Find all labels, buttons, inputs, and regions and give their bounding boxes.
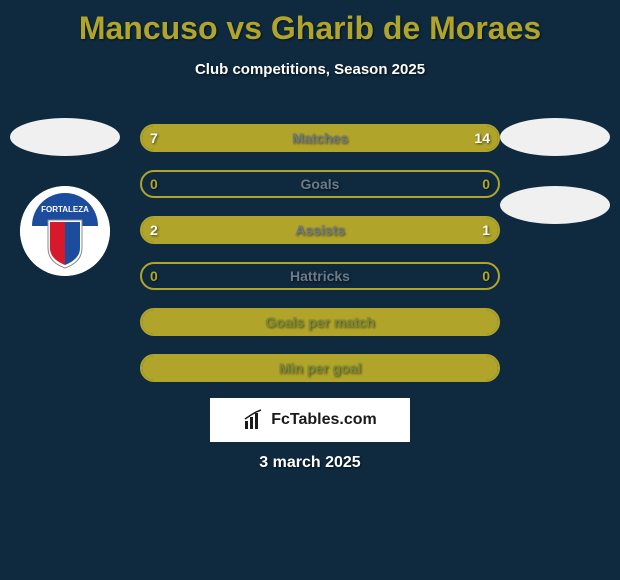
branding-icon <box>243 409 265 431</box>
stat-value-left: 0 <box>150 268 158 284</box>
stat-row-goals: Goals0 0 <box>140 170 500 198</box>
stat-row-min-per-goal: Min per goal <box>140 354 500 382</box>
bar-fill-right <box>377 218 498 242</box>
stat-row-matches: Matches714 <box>140 124 500 152</box>
stat-label: Goals <box>142 176 498 192</box>
footer-date: 3 march 2025 <box>0 454 620 472</box>
branding-text: FcTables.com <box>271 411 377 429</box>
stat-row-goals-per-match: Goals per match <box>140 308 500 336</box>
bar-fill-right <box>249 126 498 150</box>
fortaleza-badge-svg: FORTALEZA <box>20 186 110 276</box>
stat-value-left: 0 <box>150 176 158 192</box>
player-photo-placeholder <box>500 118 610 156</box>
stat-row-assists: Assists21 <box>140 216 500 244</box>
stat-label: Hattricks <box>142 268 498 284</box>
stat-row-hattricks: Hattricks0 0 <box>140 262 500 290</box>
right-player-column <box>500 118 610 224</box>
stat-value-right: 0 <box>482 176 490 192</box>
bar-fill-left <box>142 218 377 242</box>
comparison-bars: Matches714Goals00Assists21Hattricks00Goa… <box>140 124 500 382</box>
player-photo-placeholder <box>10 118 120 156</box>
bar-fill-left <box>142 126 249 150</box>
page-title: Mancuso vs Gharib de Moraes <box>0 0 620 47</box>
branding-box: FcTables.com <box>210 398 410 442</box>
page-subtitle: Club competitions, Season 2025 <box>0 61 620 78</box>
club-badge-fortaleza: FORTALEZA <box>20 186 110 276</box>
club-badge-placeholder <box>500 186 610 224</box>
comparison-infographic: Mancuso vs Gharib de Moraes Club competi… <box>0 0 620 580</box>
bar-fill-left <box>142 310 498 334</box>
badge-text: FORTALEZA <box>41 205 89 214</box>
left-player-column: FORTALEZA <box>10 118 120 276</box>
stat-value-right: 0 <box>482 268 490 284</box>
bar-fill-left <box>142 356 498 380</box>
